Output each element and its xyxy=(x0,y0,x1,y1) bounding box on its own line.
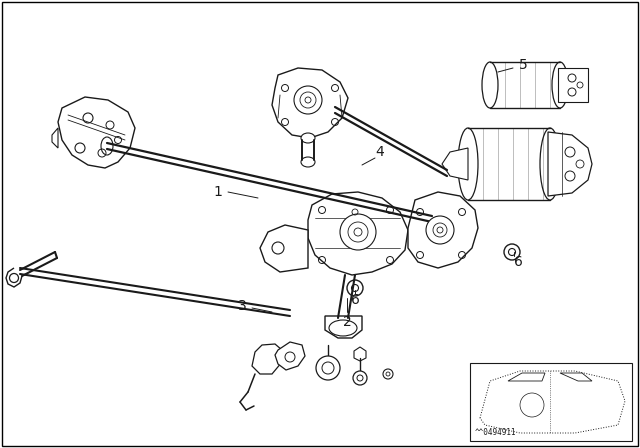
Circle shape xyxy=(383,369,393,379)
Polygon shape xyxy=(252,344,282,374)
Text: 4: 4 xyxy=(376,145,385,159)
Bar xyxy=(470,363,632,441)
Text: ^^0494911: ^^0494911 xyxy=(475,428,516,437)
Polygon shape xyxy=(52,128,58,148)
Polygon shape xyxy=(408,192,478,268)
Ellipse shape xyxy=(458,128,478,200)
Circle shape xyxy=(426,216,454,244)
Ellipse shape xyxy=(329,320,357,336)
Circle shape xyxy=(316,356,340,380)
Circle shape xyxy=(353,371,367,385)
Polygon shape xyxy=(325,316,362,338)
Polygon shape xyxy=(442,148,468,180)
Text: 6: 6 xyxy=(513,255,522,269)
Polygon shape xyxy=(548,132,592,196)
Text: 5: 5 xyxy=(518,58,527,72)
Ellipse shape xyxy=(301,157,315,167)
Ellipse shape xyxy=(552,62,568,108)
Polygon shape xyxy=(260,225,308,272)
Polygon shape xyxy=(6,268,22,287)
Circle shape xyxy=(354,228,362,236)
Polygon shape xyxy=(58,97,135,168)
Circle shape xyxy=(437,227,443,233)
Polygon shape xyxy=(308,192,408,275)
Text: 6: 6 xyxy=(351,293,360,307)
Text: 2: 2 xyxy=(342,315,351,329)
Circle shape xyxy=(305,97,311,103)
Polygon shape xyxy=(275,342,305,370)
Polygon shape xyxy=(272,68,348,138)
Ellipse shape xyxy=(101,137,113,155)
Text: 1: 1 xyxy=(214,185,223,199)
Ellipse shape xyxy=(301,133,315,143)
Polygon shape xyxy=(354,347,366,361)
Circle shape xyxy=(10,273,19,283)
Circle shape xyxy=(294,86,322,114)
Ellipse shape xyxy=(540,128,560,200)
Text: 3: 3 xyxy=(237,299,246,313)
Circle shape xyxy=(272,242,284,254)
Ellipse shape xyxy=(482,62,498,108)
Circle shape xyxy=(340,214,376,250)
Polygon shape xyxy=(558,68,588,102)
